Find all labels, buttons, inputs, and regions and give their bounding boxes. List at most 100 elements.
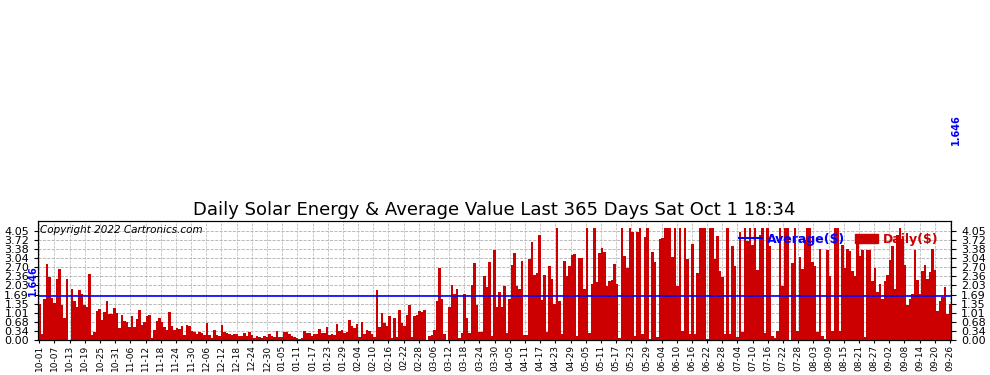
Bar: [634, 336, 636, 340]
Bar: [131, 316, 133, 340]
Bar: [301, 338, 303, 340]
Bar: [203, 335, 206, 340]
Bar: [519, 289, 521, 340]
Bar: [739, 231, 742, 340]
Bar: [586, 228, 588, 340]
Bar: [656, 337, 658, 340]
Bar: [468, 333, 471, 340]
Bar: [493, 250, 496, 340]
Bar: [55, 279, 58, 340]
Bar: [486, 286, 488, 340]
Bar: [311, 336, 313, 340]
Bar: [866, 250, 868, 340]
Bar: [358, 337, 360, 340]
Bar: [578, 258, 581, 340]
Bar: [714, 259, 716, 340]
Bar: [784, 228, 786, 340]
Bar: [658, 239, 661, 340]
Bar: [196, 333, 198, 340]
Bar: [436, 302, 439, 340]
Bar: [646, 228, 648, 340]
Bar: [496, 306, 498, 340]
Bar: [929, 272, 932, 340]
Bar: [113, 308, 116, 340]
Bar: [498, 292, 501, 340]
Bar: [756, 270, 758, 340]
Bar: [786, 228, 789, 340]
Bar: [811, 262, 814, 340]
Bar: [350, 326, 353, 340]
Title: Daily Solar Energy & Average Value Last 365 Days Sat Oct 1 18:34: Daily Solar Energy & Average Value Last …: [193, 201, 796, 219]
Bar: [853, 276, 856, 340]
Bar: [339, 331, 341, 340]
Bar: [173, 330, 175, 340]
Bar: [439, 268, 441, 340]
Bar: [391, 338, 393, 340]
Bar: [934, 270, 937, 340]
Bar: [93, 332, 96, 340]
Bar: [688, 334, 691, 340]
Bar: [571, 255, 573, 340]
Bar: [53, 303, 55, 340]
Bar: [819, 249, 821, 340]
Bar: [541, 300, 544, 340]
Bar: [668, 228, 671, 340]
Bar: [922, 271, 924, 340]
Bar: [909, 299, 911, 340]
Bar: [826, 250, 829, 340]
Bar: [799, 256, 801, 340]
Bar: [946, 314, 948, 340]
Bar: [201, 333, 203, 340]
Bar: [843, 267, 846, 340]
Bar: [244, 333, 246, 340]
Bar: [273, 336, 276, 340]
Bar: [208, 335, 211, 340]
Bar: [639, 228, 641, 340]
Bar: [236, 334, 239, 340]
Bar: [85, 307, 88, 340]
Bar: [916, 280, 919, 340]
Bar: [216, 335, 218, 340]
Bar: [753, 228, 756, 340]
Bar: [183, 335, 186, 340]
Bar: [516, 286, 519, 340]
Bar: [306, 333, 308, 340]
Bar: [894, 290, 896, 340]
Bar: [353, 328, 355, 340]
Bar: [403, 326, 406, 340]
Bar: [666, 228, 668, 340]
Bar: [886, 275, 889, 340]
Bar: [636, 232, 639, 340]
Bar: [276, 331, 278, 340]
Bar: [108, 314, 111, 340]
Bar: [83, 305, 85, 340]
Bar: [206, 323, 208, 340]
Bar: [178, 328, 180, 340]
Bar: [121, 315, 123, 340]
Bar: [255, 336, 258, 340]
Bar: [573, 255, 576, 340]
Bar: [771, 336, 773, 340]
Bar: [611, 280, 614, 340]
Bar: [691, 244, 694, 340]
Bar: [748, 228, 751, 340]
Bar: [514, 253, 516, 340]
Bar: [648, 339, 651, 340]
Bar: [455, 289, 458, 340]
Bar: [60, 305, 63, 340]
Bar: [70, 289, 73, 340]
Bar: [80, 294, 83, 340]
Bar: [851, 271, 853, 340]
Bar: [49, 278, 50, 340]
Bar: [941, 297, 943, 340]
Bar: [50, 298, 53, 340]
Bar: [768, 246, 771, 340]
Bar: [78, 290, 80, 340]
Bar: [566, 276, 568, 340]
Bar: [116, 313, 118, 340]
Bar: [136, 319, 139, 340]
Bar: [531, 242, 534, 340]
Bar: [609, 280, 611, 340]
Bar: [170, 326, 173, 340]
Bar: [624, 256, 626, 340]
